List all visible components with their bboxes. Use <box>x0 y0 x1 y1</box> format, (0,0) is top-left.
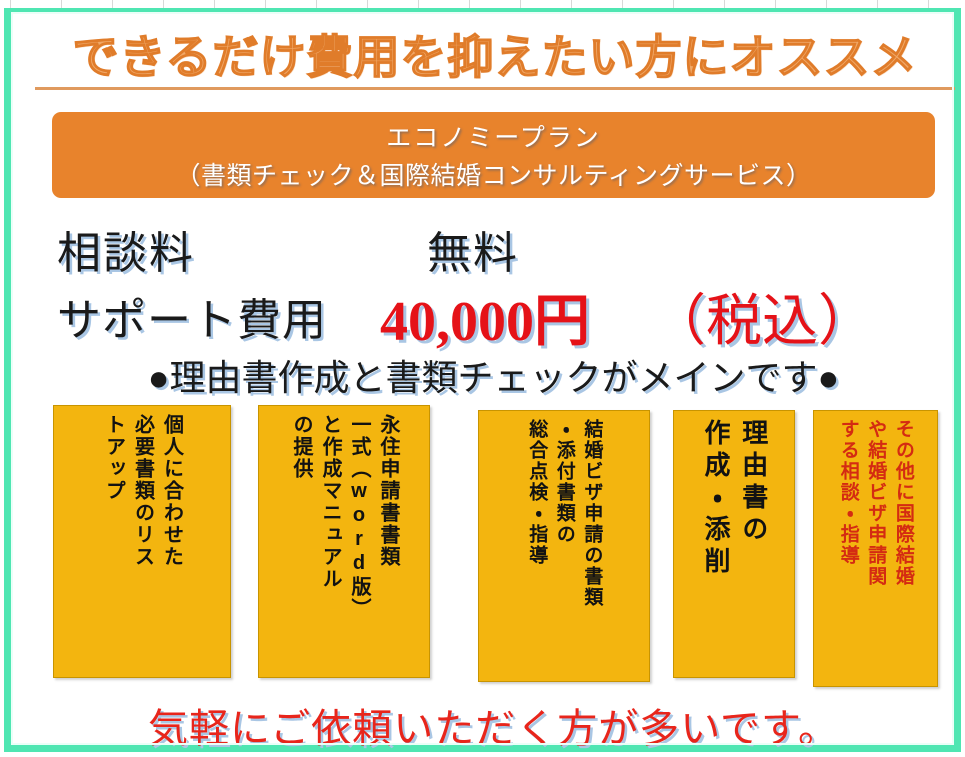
plan-name-banner: エコノミープラン （書類チェック＆国際結婚コンサルティングサービス） <box>52 112 935 198</box>
service-box-text-column: 総合点検・指導 <box>526 419 548 566</box>
ruler-tick <box>418 0 419 8</box>
ruler-tick <box>571 0 572 8</box>
support-fee-amount: 40,000円 <box>380 291 590 353</box>
service-box-text-column: 永住申請書書類 <box>377 414 399 568</box>
service-box-text-column: ・添付書類の <box>553 419 575 545</box>
service-box-permanent-residence-forms: 永住申請書書類 一式（word版） と作成マニュアル の提供 <box>258 405 430 678</box>
service-box-text-column: その他に国際結婚 <box>892 419 914 587</box>
service-box-text-column: 結婚ビザ申請の書類 <box>581 419 603 608</box>
consultation-fee-value: 無料 <box>427 229 519 278</box>
ruler-tick <box>622 0 623 8</box>
ruler-tick <box>928 0 929 8</box>
ruler-ticks <box>0 0 965 8</box>
service-box-text-column: の提供 <box>290 414 312 480</box>
ruler-tick <box>673 0 674 8</box>
ruler-tick <box>877 0 878 8</box>
ruler-tick <box>265 0 266 8</box>
service-box-text-column: 一式（word版） <box>348 414 370 620</box>
page-title: できるだけ費用を抑えたい方にオススメ <box>72 31 918 83</box>
plan-subtitle: （書類チェック＆国際結婚コンサルティングサービス） <box>175 163 812 190</box>
ruler-tick <box>10 0 11 8</box>
service-box-document-list: 個人に合わせた 必要書類のリス トアップ <box>53 405 231 678</box>
service-box-text-column: 必要書類のリス <box>131 414 154 568</box>
ruler-tick <box>61 0 62 8</box>
consultation-fee-label: 相談料 <box>57 229 195 278</box>
service-box-text-column: や結婚ビザ申請関 <box>865 419 887 587</box>
headline-underline: できるだけ費用を抑えたい方にオススメ <box>35 31 955 90</box>
service-box-reason-statement: 理由書の 作成・添削 <box>673 410 795 678</box>
support-fee-label: サポート費用 <box>57 296 327 345</box>
consultation-fee-row: 相談料 無料 <box>22 217 965 278</box>
service-box-text-column: する相談・指導 <box>837 419 859 566</box>
ruler-tick <box>163 0 164 8</box>
ruler-tick <box>316 0 317 8</box>
service-box-group: 個人に合わせた 必要書類のリス トアップ 永住申請書書類 一式（word版） と作成マニ… <box>22 397 965 687</box>
slide-content: できるだけ費用を抑えたい方にオススメ エコノミープラン （書類チェック＆国際結婚… <box>22 24 965 757</box>
ruler-tick <box>724 0 725 8</box>
service-box-text-column: と作成マニュアル <box>319 414 341 590</box>
service-box-other-consultation: その他に国際結婚 や結婚ビザ申請関 する相談・指導 <box>813 410 938 687</box>
support-fee-row: サポート費用 40,000円 （税込） <box>22 276 965 353</box>
support-fee-tax-note: （税込） <box>650 291 874 353</box>
plan-name: エコノミープラン <box>386 125 601 152</box>
service-box-text-column: 作成・添削 <box>701 419 731 579</box>
ruler-tick <box>775 0 776 8</box>
teal-frame-border: できるだけ費用を抑えたい方にオススメ エコノミープラン （書類チェック＆国際結婚… <box>4 5 961 752</box>
ruler-tick <box>214 0 215 8</box>
ruler-tick <box>520 0 521 8</box>
service-box-text-column: トアップ <box>102 414 125 502</box>
ruler-tick <box>826 0 827 8</box>
service-box-text-column: 理由書の <box>738 419 769 547</box>
ruler-tick <box>112 0 113 8</box>
service-box-marriage-visa-check: 結婚ビザ申請の書類 ・添付書類の 総合点検・指導 <box>478 410 650 682</box>
main-service-note: ●理由書作成と書類チェックがメインです● <box>147 358 840 398</box>
bottom-tagline: 気軽にご依頼いただく方が多いです。 <box>148 706 839 751</box>
ruler-tick <box>367 0 368 8</box>
service-box-text-column: 個人に合わせた <box>160 414 183 568</box>
ruler-tick <box>469 0 470 8</box>
